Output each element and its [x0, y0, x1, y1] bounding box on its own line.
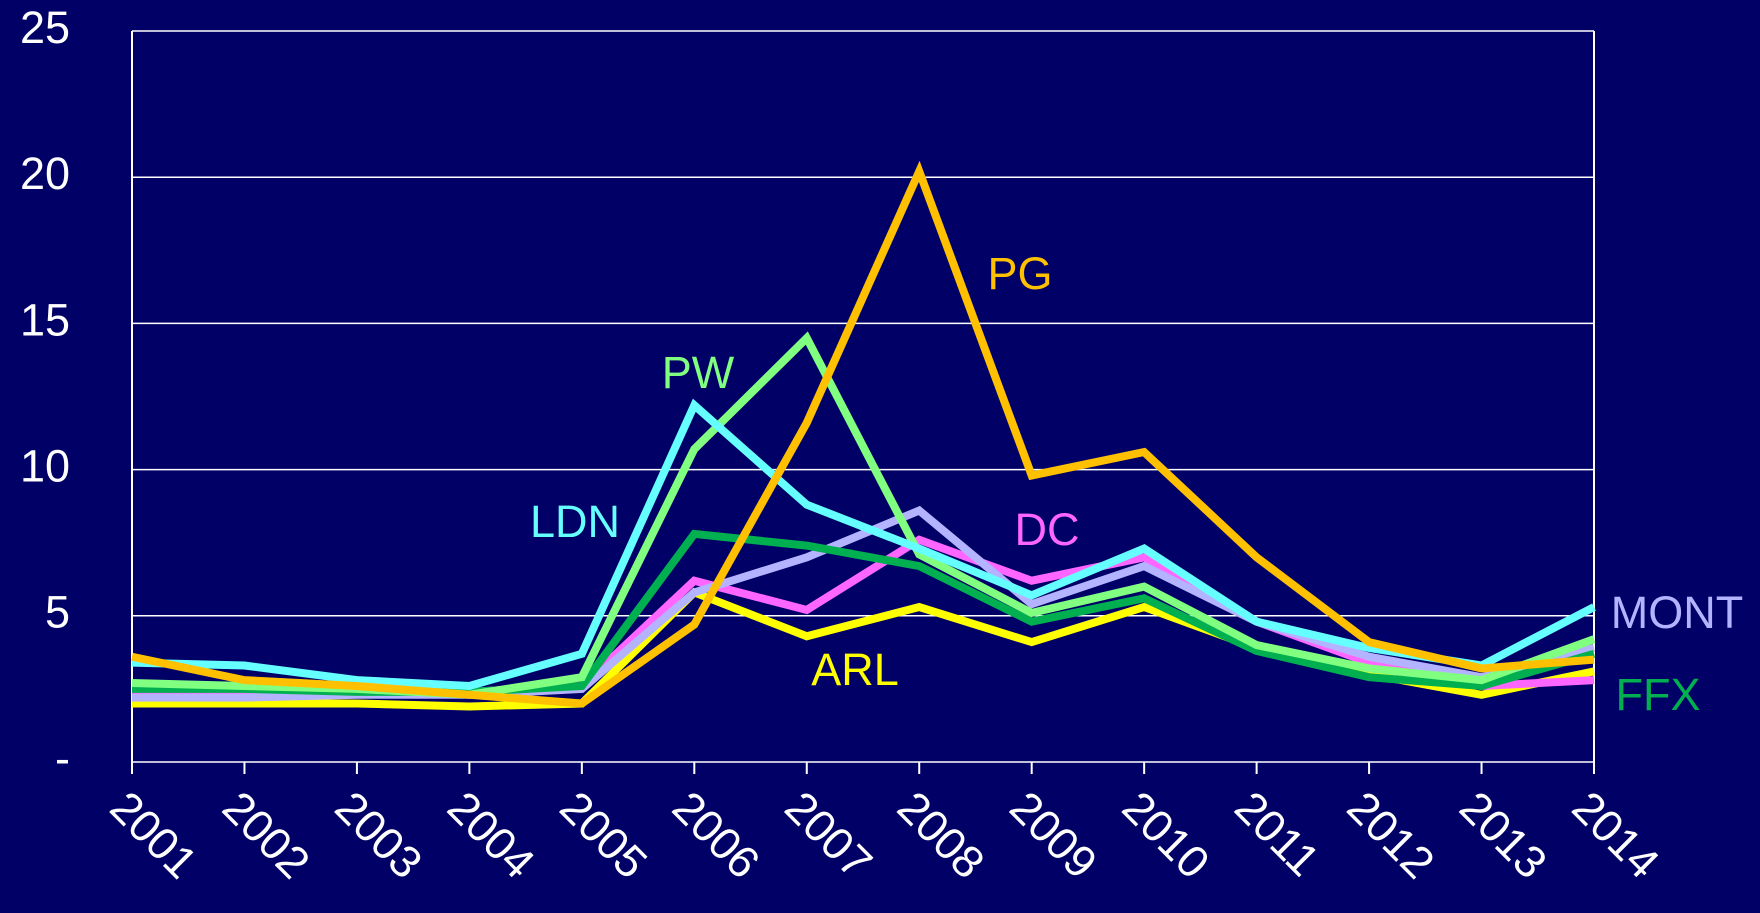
- series-label: DC: [1015, 504, 1080, 555]
- x-tick-label: 2001: [101, 781, 208, 888]
- x-tick-label: 2010: [1113, 781, 1220, 888]
- series-line: [131, 398, 1596, 691]
- x-tick-label: 2012: [1338, 781, 1445, 888]
- x-tick-label: 2007: [775, 781, 882, 888]
- y-tick-label: 20: [20, 148, 70, 199]
- x-tick-label: 2003: [325, 781, 432, 888]
- series-line: [131, 160, 1595, 708]
- series-label: MONT: [1611, 587, 1743, 638]
- x-tick-label: 2011: [1225, 781, 1329, 885]
- y-tick-label: -: [55, 733, 70, 784]
- x-tick-label: 2014: [1563, 781, 1670, 888]
- series-label: PG: [987, 248, 1052, 299]
- x-tick-label: 2006: [663, 781, 770, 888]
- x-tick-label: 2009: [1000, 781, 1107, 888]
- series-label: FFX: [1616, 669, 1701, 720]
- y-tick-label: 5: [45, 587, 70, 638]
- x-tick-label: 2008: [888, 781, 995, 888]
- series-label: PW: [662, 347, 735, 398]
- x-tick-label: 2013: [1450, 781, 1557, 888]
- x-tick-label: 2002: [213, 781, 320, 888]
- y-tick-label: 25: [20, 2, 70, 53]
- series-label: LDN: [530, 496, 620, 547]
- series-label: ARL: [811, 644, 899, 695]
- x-tick-label: 2004: [438, 781, 545, 888]
- y-tick-label: 15: [20, 294, 70, 345]
- x-tick-label: 2005: [550, 781, 657, 888]
- y-tick-label: 10: [20, 440, 70, 491]
